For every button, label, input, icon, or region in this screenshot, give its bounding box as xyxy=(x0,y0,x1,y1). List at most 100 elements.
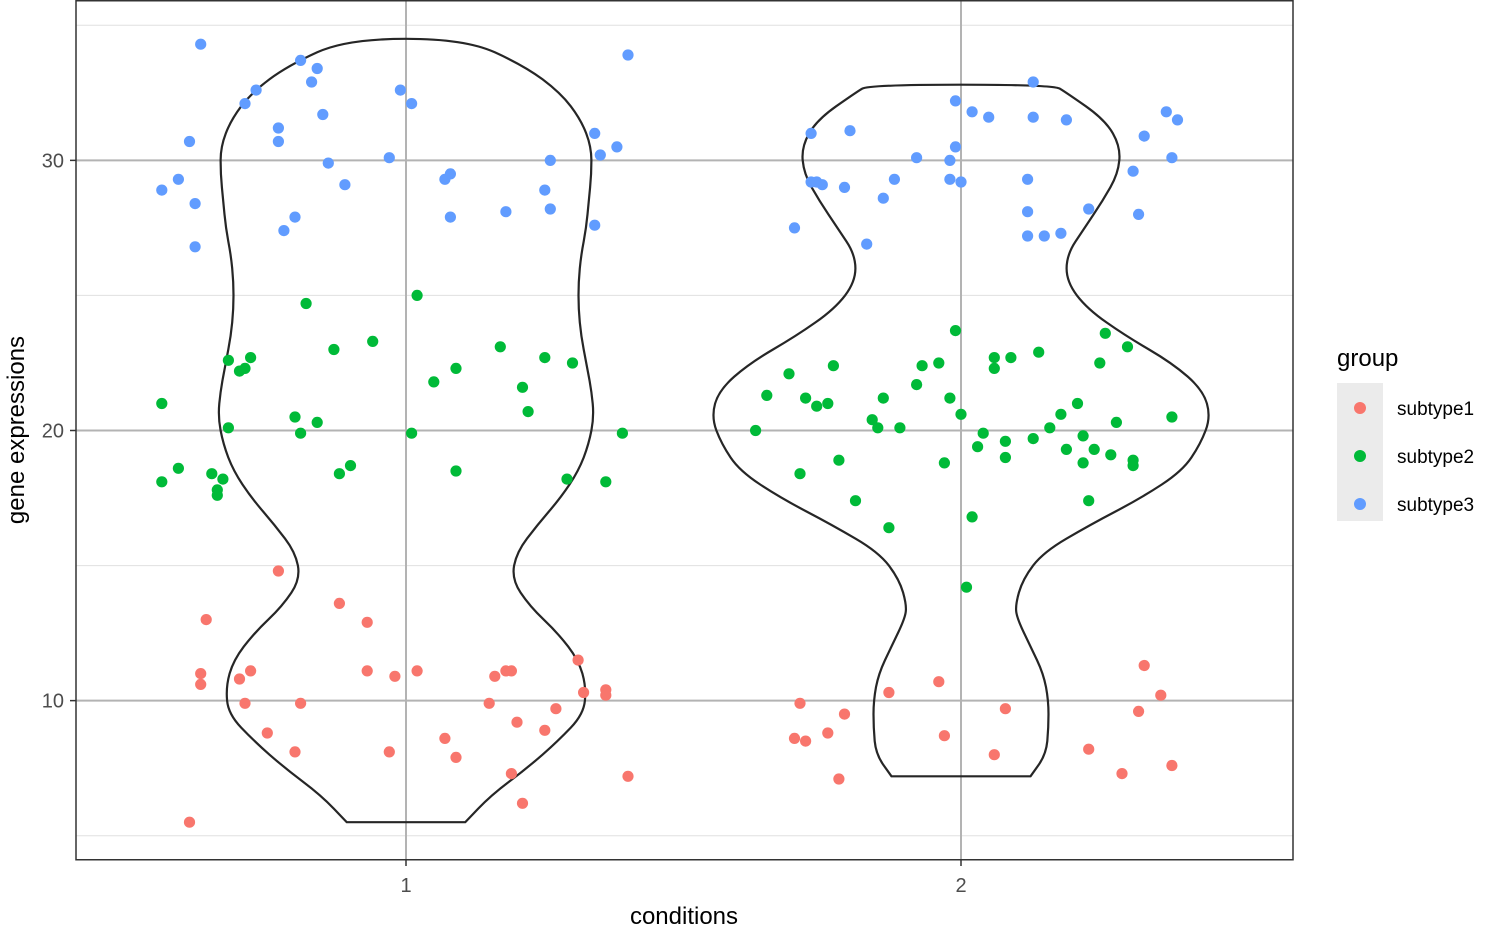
point-subtype1 xyxy=(511,716,523,728)
point-subtype2 xyxy=(972,441,984,453)
y-tick-label: 30 xyxy=(42,150,64,172)
point-subtype2 xyxy=(1127,460,1139,472)
point-subtype2 xyxy=(450,465,462,477)
legend-key-subtype1 xyxy=(1354,402,1366,414)
point-subtype3 xyxy=(406,98,418,110)
point-subtype1 xyxy=(822,727,834,739)
point-subtype1 xyxy=(1133,705,1145,718)
point-subtype1 xyxy=(295,697,307,709)
point-subtype2 xyxy=(833,454,845,466)
point-subtype1 xyxy=(289,746,301,758)
point-subtype1 xyxy=(600,689,612,701)
point-subtype3 xyxy=(156,184,168,196)
point-subtype2 xyxy=(944,392,956,404)
point-subtype3 xyxy=(311,62,323,75)
point-subtype1 xyxy=(383,746,395,758)
point-subtype3 xyxy=(1138,130,1150,142)
point-subtype2 xyxy=(494,341,506,353)
point-subtype1 xyxy=(239,697,251,709)
point-subtype2 xyxy=(894,422,906,434)
point-subtype3 xyxy=(1171,114,1184,126)
point-subtype2 xyxy=(217,473,229,485)
violin-2 xyxy=(712,83,1210,778)
point-subtype2 xyxy=(522,406,534,418)
point-subtype2 xyxy=(222,422,234,434)
legend-key-subtype3 xyxy=(1354,498,1366,510)
point-subtype2 xyxy=(1055,408,1067,420)
point-subtype1 xyxy=(794,697,806,709)
point-subtype3 xyxy=(444,211,456,223)
point-subtype1 xyxy=(988,749,1000,761)
point-subtype2 xyxy=(1044,422,1056,434)
point-subtype2 xyxy=(600,476,612,488)
point-subtype2 xyxy=(949,325,962,337)
point-subtype3 xyxy=(838,181,851,193)
point-subtype2 xyxy=(411,289,423,301)
point-subtype2 xyxy=(328,343,340,356)
point-subtype1 xyxy=(361,665,373,677)
point-subtype1 xyxy=(505,665,517,677)
point-subtype3 xyxy=(911,152,923,164)
point-subtype3 xyxy=(444,168,456,180)
point-subtype2 xyxy=(783,368,795,380)
y-axis-title: gene expressions xyxy=(3,336,30,524)
point-subtype2 xyxy=(872,422,884,434)
point-subtype2 xyxy=(300,297,312,310)
point-subtype3 xyxy=(306,76,318,88)
point-subtype2 xyxy=(955,408,967,420)
point-subtype2 xyxy=(406,427,418,439)
point-subtype3 xyxy=(250,84,262,96)
point-subtype1 xyxy=(183,816,196,828)
point-subtype1 xyxy=(1138,659,1150,672)
point-subtype2 xyxy=(999,451,1012,464)
point-subtype2 xyxy=(800,392,812,404)
point-subtype3 xyxy=(1127,165,1139,177)
point-subtype3 xyxy=(844,125,856,137)
point-subtype2 xyxy=(516,381,529,393)
point-subtype3 xyxy=(272,135,284,148)
point-subtype3 xyxy=(888,173,901,185)
point-subtype2 xyxy=(866,414,878,426)
point-subtype1 xyxy=(450,751,462,764)
point-subtype2 xyxy=(450,362,462,374)
point-subtype2 xyxy=(1027,433,1039,445)
point-subtype3 xyxy=(278,225,290,237)
point-subtype2 xyxy=(999,435,1012,447)
y-tick-label: 10 xyxy=(42,691,64,713)
point-subtype2 xyxy=(206,468,218,480)
point-subtype1 xyxy=(195,678,207,691)
point-subtype1 xyxy=(788,732,801,745)
point-subtype3 xyxy=(788,222,801,234)
point-subtype3 xyxy=(317,108,329,121)
point-subtype1 xyxy=(272,565,284,577)
point-subtype3 xyxy=(1166,152,1178,164)
x-tick-label: 2 xyxy=(955,875,966,897)
point-subtype2 xyxy=(1077,430,1089,442)
point-subtype3 xyxy=(183,135,196,148)
point-subtype2 xyxy=(966,511,978,523)
point-subtype1 xyxy=(261,727,273,739)
legend-key-subtype2 xyxy=(1354,450,1366,462)
point-subtype2 xyxy=(239,362,251,374)
point-subtype3 xyxy=(172,173,184,185)
point-subtype1 xyxy=(195,668,207,680)
point-subtype3 xyxy=(394,84,406,96)
point-subtype2 xyxy=(1033,346,1045,358)
point-subtype2 xyxy=(1088,443,1100,455)
point-subtype2 xyxy=(1060,443,1072,455)
point-subtype3 xyxy=(1027,76,1039,88)
point-subtype2 xyxy=(1166,411,1178,423)
point-subtype2 xyxy=(222,354,234,366)
point-subtype1 xyxy=(1083,743,1095,755)
point-subtype2 xyxy=(1110,416,1122,428)
legend: group subtype1 subtype2 subtype3 xyxy=(1337,345,1474,521)
point-subtype3 xyxy=(1022,173,1034,185)
point-subtype1 xyxy=(933,676,945,688)
point-subtype2 xyxy=(311,416,323,428)
point-subtype1 xyxy=(572,654,584,666)
point-subtype2 xyxy=(172,462,184,474)
point-subtype3 xyxy=(861,238,873,250)
point-subtype3 xyxy=(944,173,956,185)
violin-1 xyxy=(217,37,595,824)
point-subtype3 xyxy=(339,179,351,191)
